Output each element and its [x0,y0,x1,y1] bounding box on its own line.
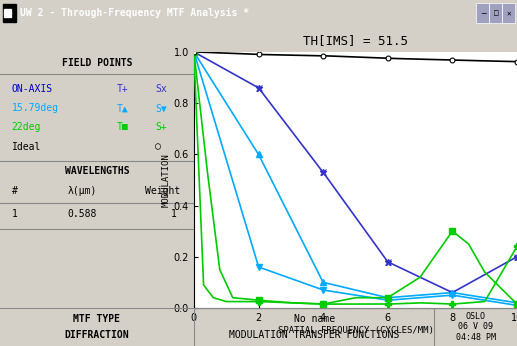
Text: No name: No name [294,313,334,324]
FancyBboxPatch shape [476,3,489,24]
Text: DIFFRACTION: DIFFRACTION [65,330,129,340]
Text: OSLO: OSLO [466,312,485,321]
Text: WAVELENGTHS: WAVELENGTHS [65,166,129,176]
Text: S+: S+ [155,122,167,133]
Text: ─: ─ [481,8,485,18]
Text: 1: 1 [171,209,176,219]
Text: Weight: Weight [145,186,180,197]
Text: 15.79deg: 15.79deg [11,103,58,113]
Text: TH[IMS] = 51.5: TH[IMS] = 51.5 [303,34,408,47]
Text: 06 V 09: 06 V 09 [458,322,493,331]
FancyBboxPatch shape [489,3,502,24]
Text: #: # [11,186,18,197]
Text: □: □ [494,8,498,18]
Bar [4,9,11,17]
Text: T+: T+ [116,84,128,94]
Text: 22deg: 22deg [11,122,41,133]
Text: T▲: T▲ [116,103,128,113]
Bar [3,4,16,22]
Text: Ideal: Ideal [11,142,41,152]
Text: MODULATION TRANSFER FUNCTIONS: MODULATION TRANSFER FUNCTIONS [229,330,399,340]
X-axis label: SPATIAL FREQUENCY (CYCLES/MM): SPATIAL FREQUENCY (CYCLES/MM) [278,326,433,335]
Text: S▼: S▼ [155,103,167,113]
Text: MTF TYPE: MTF TYPE [73,313,120,324]
Text: T■: T■ [116,122,128,133]
FancyBboxPatch shape [502,3,515,24]
Text: 0.588: 0.588 [68,209,97,219]
Text: FIELD POINTS: FIELD POINTS [62,58,132,68]
Y-axis label: MODULATION: MODULATION [162,153,171,207]
Text: λ(μm): λ(μm) [68,186,97,197]
Text: 04:48 PM: 04:48 PM [455,333,496,342]
Text: 1: 1 [11,209,18,219]
Text: ON-AXIS: ON-AXIS [11,84,53,94]
Text: ○: ○ [155,142,161,152]
Text: UW 2 - Through-Frequency MTF Analysis *: UW 2 - Through-Frequency MTF Analysis * [20,8,249,18]
Text: Sx: Sx [155,84,167,94]
Text: ✕: ✕ [507,8,511,18]
